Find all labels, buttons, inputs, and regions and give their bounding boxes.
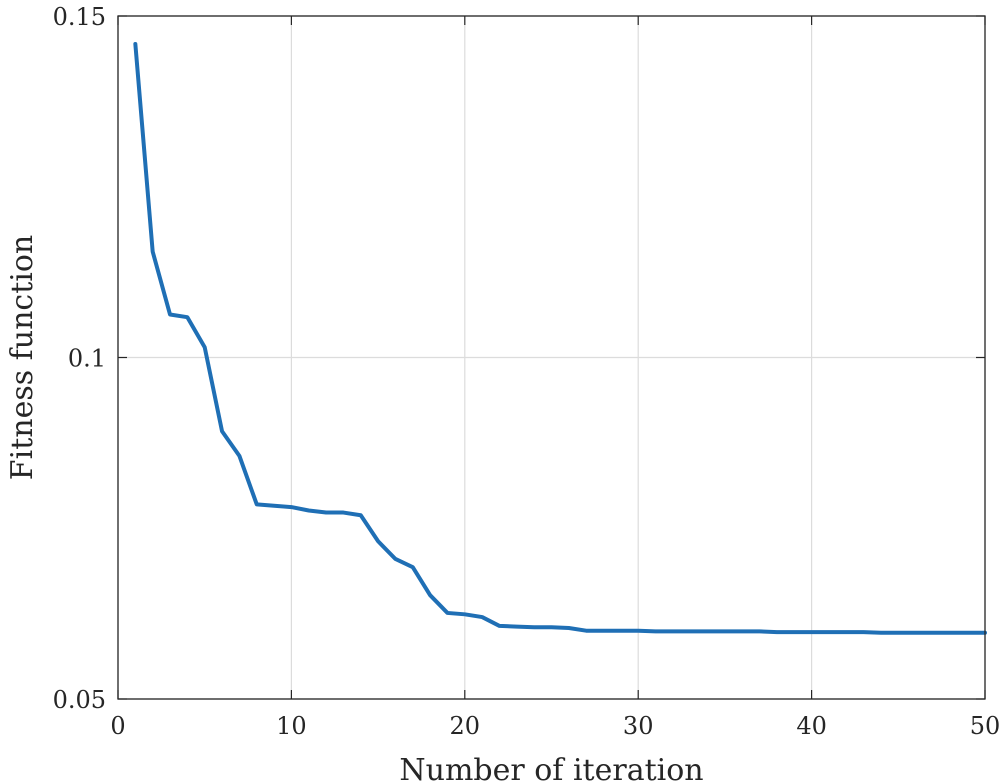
data-point [758, 630, 761, 633]
data-point [273, 504, 276, 507]
data-point [914, 631, 917, 634]
data-point [654, 630, 657, 633]
data-point [238, 454, 241, 457]
data-point [810, 631, 813, 634]
y-tick-label: 0.05 [53, 686, 106, 714]
data-point [897, 631, 900, 634]
data-point [515, 625, 518, 628]
data-point [411, 566, 414, 569]
data-point [134, 43, 137, 46]
y-axis-label: Fitness function [5, 235, 40, 480]
data-point [585, 629, 588, 632]
x-tick-label: 10 [276, 712, 307, 740]
data-point [255, 503, 258, 506]
data-point [533, 626, 536, 629]
y-tick-label: 0.1 [68, 345, 106, 373]
data-point [203, 346, 206, 349]
y-tick-labels: 0.05 0.1 0.15 [53, 3, 106, 714]
data-point [446, 611, 449, 614]
data-point [602, 629, 605, 632]
data-point [966, 631, 969, 634]
data-point [550, 626, 553, 629]
data-point [290, 506, 293, 509]
data-point [706, 630, 709, 633]
x-axis-label: Number of iteration [399, 753, 703, 784]
data-point [394, 557, 397, 560]
grid-lines [117, 15, 986, 700]
data-point [169, 313, 172, 316]
data-point [325, 511, 328, 514]
data-point [689, 630, 692, 633]
series-layer [133, 42, 987, 635]
data-point [498, 624, 501, 627]
x-tick-label: 0 [110, 712, 125, 740]
data-point [151, 250, 154, 253]
data-point [827, 631, 830, 634]
data-point [186, 316, 189, 319]
data-point [671, 630, 674, 633]
tick-marks [117, 15, 986, 700]
data-point [845, 631, 848, 634]
data-point [429, 594, 432, 597]
data-point [637, 629, 640, 632]
data-point [307, 509, 310, 512]
data-point [567, 626, 570, 629]
data-point [879, 631, 882, 634]
series-line [133, 42, 987, 635]
data-point [793, 631, 796, 634]
data-point [463, 613, 466, 616]
data-point [619, 629, 622, 632]
data-point [359, 514, 362, 517]
data-point [775, 631, 778, 634]
x-tick-label: 20 [450, 712, 481, 740]
data-point [862, 631, 865, 634]
x-tick-label: 50 [970, 712, 1001, 740]
data-point [741, 630, 744, 633]
data-point [342, 511, 345, 514]
x-tick-label: 30 [623, 712, 654, 740]
data-point [931, 631, 934, 634]
y-tick-label: 0.15 [53, 3, 106, 31]
data-point [481, 616, 484, 619]
x-tick-label: 40 [796, 712, 827, 740]
data-point [377, 540, 380, 543]
x-tick-labels: 0 10 20 30 40 50 [110, 712, 1000, 740]
data-point [949, 631, 952, 634]
data-point [221, 430, 224, 433]
data-point [723, 630, 726, 633]
